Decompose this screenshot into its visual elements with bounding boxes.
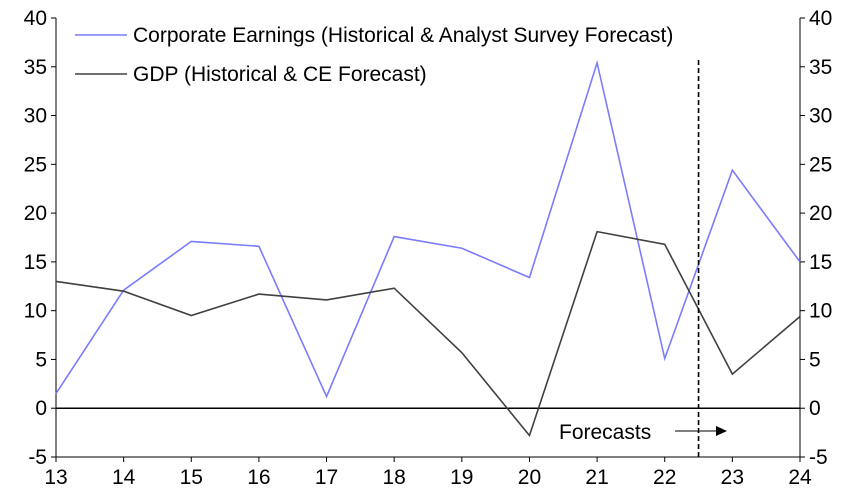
y-tick-label-left: 5: [35, 348, 47, 371]
y-tick-label-right: 5: [809, 348, 821, 371]
y-tick-label-left: -5: [28, 446, 47, 469]
y-tick-label-right: 40: [809, 7, 832, 30]
x-tick-label: 17: [315, 466, 338, 489]
x-tick-label: 22: [653, 466, 676, 489]
forecast-marker: Forecasts: [559, 60, 727, 457]
y-tick-label-right: 0: [809, 397, 821, 420]
y-tick-label-left: 30: [24, 105, 47, 128]
series-line-1: [55, 230, 801, 438]
y-tick-label-right: 35: [809, 56, 832, 79]
x-tick-label: 21: [585, 466, 608, 489]
y-tick-label-left: 25: [24, 153, 47, 176]
y-tick-label-right: 20: [809, 202, 832, 225]
x-tick-label: 13: [44, 466, 67, 489]
y-tick-label-left: 40: [24, 7, 47, 30]
forecast-label: Forecasts: [559, 421, 651, 444]
x-tick-label: 16: [247, 466, 270, 489]
axes: -5 -5 0 0 5 5 10 10 15 15 20 20 25 25 30 30 35 35 40 40 13 14…: [24, 7, 833, 489]
series-lines: [55, 59, 801, 438]
x-tick-label: 24: [788, 466, 812, 489]
y-tick-label-left: 20: [24, 202, 47, 225]
forecast-arrow-icon: [716, 426, 727, 436]
series-line-0: [55, 59, 801, 399]
y-tick-label-right: 30: [809, 105, 832, 128]
x-tick-label: 14: [112, 466, 136, 489]
y-tick-label-left: 0: [35, 397, 47, 420]
y-tick-label-left: 35: [24, 56, 47, 79]
legend-label-earnings: Corporate Earnings (Historical & Analyst…: [133, 24, 673, 47]
x-tick-label: 15: [180, 466, 203, 489]
y-tick-label-right: 10: [809, 300, 832, 323]
y-tick-label-right: 15: [809, 251, 832, 274]
y-tick-label-left: 15: [24, 251, 47, 274]
y-tick-label-right: 25: [809, 153, 832, 176]
legend: Corporate Earnings (Historical & Analyst…: [75, 24, 673, 86]
legend-label-gdp: GDP (Historical & CE Forecast): [133, 63, 427, 86]
x-tick-label: 19: [450, 466, 473, 489]
x-tick-label: 18: [383, 466, 406, 489]
y-tick-label-left: 10: [24, 300, 47, 323]
x-tick-label: 20: [518, 466, 541, 489]
x-tick-label: 23: [721, 466, 744, 489]
y-tick-label-right: -5: [809, 446, 828, 469]
